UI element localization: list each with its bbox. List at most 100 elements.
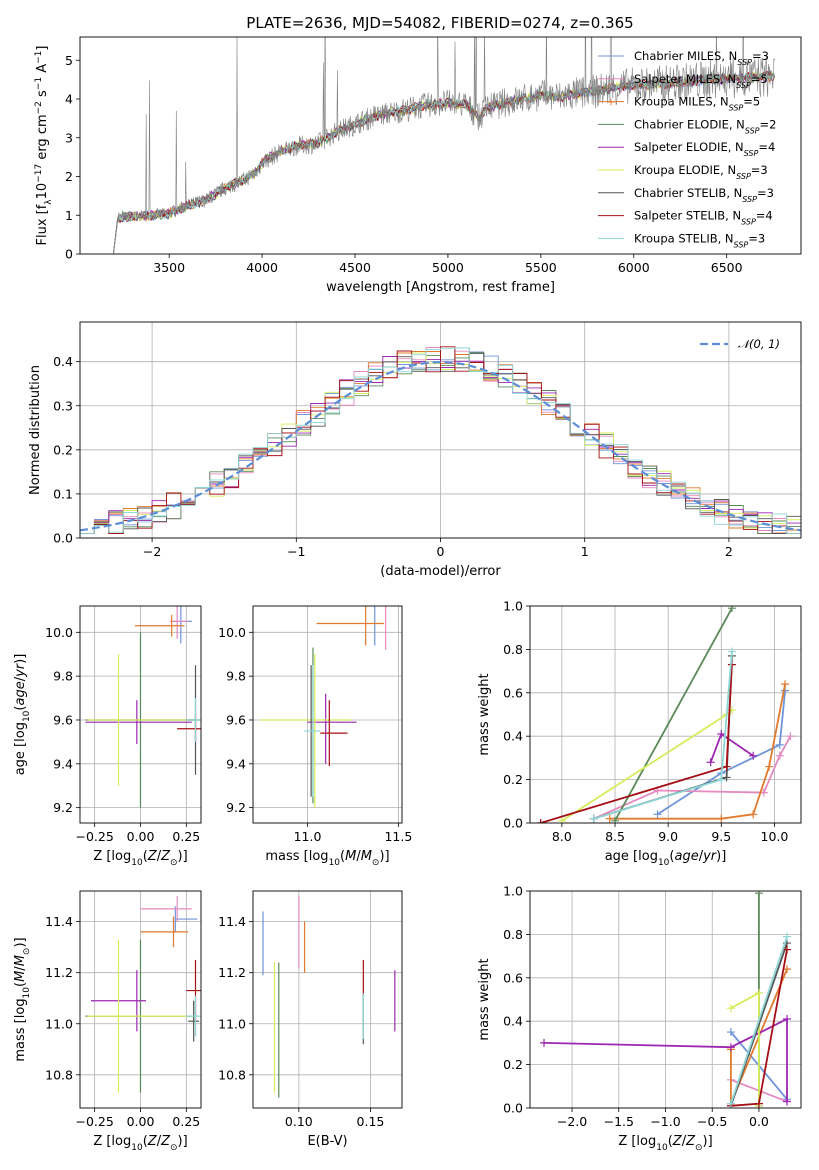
spectrum-frame — [79, 36, 802, 255]
weight-line-chabrier-stelib — [593, 655, 733, 820]
weight-marker — [726, 1004, 735, 1013]
weight-vs-z-ytick-label: 0.6 — [503, 970, 523, 985]
weight-vs-age-ytick-label: 0.6 — [503, 685, 523, 700]
weight-vs-z-plot-area — [530, 891, 801, 1108]
weight-vs-age-ytick-label: 1.0 — [503, 599, 523, 614]
residuals-ytick-label: 0.3 — [53, 398, 73, 413]
weight-marker — [765, 762, 774, 771]
spectrum-xlabel: wavelength [Angstrom, rest frame] — [326, 280, 555, 295]
age-vs-mass-ytick-label: 9.4 — [226, 756, 246, 771]
weight-marker — [557, 816, 566, 823]
spectrum-panel: 3500 4000 4500 5000 5500 6000 6500 0 1 2 3 4 5 wavele… — [34, 36, 802, 295]
spectrum-ytick-label: 3 — [65, 130, 73, 145]
normal-curve-line — [80, 360, 801, 532]
model-spectrum-kroupa-stelib — [112, 72, 775, 254]
age-vs-mass-plot-area — [253, 606, 402, 823]
residuals-ytick-label: 0.0 — [53, 531, 73, 546]
weight-vs-z-xtick-label: −2.0 — [557, 1114, 587, 1129]
weight-vs-age-xtick-label: 9.0 — [658, 829, 678, 844]
mass-vs-z-frame — [79, 890, 202, 1109]
weight-marker — [536, 819, 545, 823]
weight-marker — [782, 932, 791, 941]
histogram-kroupa-stelib — [80, 347, 801, 535]
residuals-xtick-label: −1 — [287, 544, 305, 559]
weight-vs-z-ytick-label: 0.4 — [503, 1014, 523, 1029]
mass-vs-z-xtick-label: 0.00 — [127, 1114, 155, 1129]
spectrum-ytick-label: 5 — [65, 53, 73, 68]
weight-vs-age-xtick-label: 10.0 — [761, 829, 789, 844]
age-vs-z-ytick-label: 9.8 — [53, 669, 73, 684]
weight-marker — [722, 773, 731, 782]
weight-marker — [775, 740, 784, 749]
residuals-xtick-label: −2 — [143, 544, 161, 559]
weight-marker — [540, 1038, 549, 1047]
residuals-plot-area — [80, 322, 801, 538]
weight-line-kroupa-stelib — [730, 936, 788, 1104]
age-vs-mass-xtick-label: 11.0 — [294, 829, 322, 844]
weight-vs-age-xtick-label: 8.0 — [552, 829, 572, 844]
spectrum-xtick-label: 3500 — [153, 260, 185, 275]
mass-vs-z-xtick-label: 0.25 — [172, 1114, 200, 1129]
weight-vs-z-panel: −2.0 −1.5 −1.0 −0.5 0.0 0.0 0.2 0.4 0.6 0.8 1.0 Z [… — [477, 884, 802, 1153]
spectrum-ytick-label: 2 — [65, 169, 73, 184]
residuals-xtick-label: 0 — [437, 544, 445, 559]
weight-marker — [781, 680, 790, 689]
residuals-frame — [79, 321, 802, 539]
legend-label: Kroupa MILES, NSSP=5 — [634, 95, 760, 113]
weight-vs-age-ytick-label: 0.8 — [503, 642, 523, 657]
weight-vs-z-xtick-label: 0.0 — [749, 1114, 769, 1129]
mass-vs-z-plot-area — [80, 891, 201, 1108]
weight-marker — [726, 1028, 735, 1037]
legend-label: Kroupa ELODIE, NSSP=3 — [634, 163, 768, 181]
weight-marker — [727, 647, 736, 656]
mass-vs-ebv-ytick-label: 11.0 — [218, 1016, 246, 1031]
weight-line-chabrier-miles — [657, 690, 786, 816]
weight-vs-z-frame — [529, 890, 802, 1109]
residuals-ytick-label: 0.1 — [53, 486, 73, 501]
weight-marker — [775, 751, 784, 760]
weight-vs-z-ylabel: mass weight — [477, 958, 492, 1040]
age-vs-mass-ytick-label: 9.6 — [226, 712, 246, 727]
weight-vs-z-ytick-label: 0.2 — [503, 1057, 523, 1072]
spectrum-plot-area — [112, 37, 776, 254]
legend-label: Chabrier STELIB, NSSP=3 — [634, 186, 774, 204]
mass-vs-z-panel: −0.25 0.00 0.25 10.8 11.0 11.2 11.4 Z [log10(Z/… — [45, 890, 202, 1153]
weight-marker — [726, 1099, 735, 1108]
mass-vs-ebv-xlabel: E(B-V) — [307, 1134, 347, 1149]
mass-vs-ebv-xtick-label: 0.10 — [285, 1114, 313, 1129]
model-spectrum-kroupa-elodie — [112, 71, 775, 254]
observed-spectrum-line — [113, 37, 776, 254]
weight-marker — [589, 814, 598, 823]
weight-line-kroupa-elodie — [561, 709, 733, 822]
weight-marker — [653, 810, 662, 819]
weight-marker — [749, 810, 758, 819]
weight-marker — [754, 1099, 763, 1108]
weight-marker — [754, 891, 763, 898]
figure-title: PLATE=2636, MJD=54082, FIBERID=0274, z=0… — [246, 14, 633, 32]
weight-marker — [782, 1097, 791, 1106]
legend-label: Kroupa STELIB, NSSP=3 — [634, 231, 765, 249]
mass-vs-ebv-xtick-label: 0.15 — [357, 1114, 385, 1129]
weight-line-kroupa-miles — [609, 683, 786, 820]
age-vs-mass-frame — [252, 605, 403, 824]
spectrum-xtick-label: 4000 — [246, 260, 278, 275]
spectrum-ytick-label: 1 — [65, 208, 73, 223]
legend-label: Chabrier MILES, NSSP=3 — [634, 49, 769, 67]
mass-vs-z-ytick-label: 11.2 — [45, 965, 73, 980]
weight-marker — [782, 945, 791, 954]
weight-marker — [706, 758, 715, 767]
residuals-xlabel: (data-model)/error — [380, 564, 501, 579]
age-vs-z-xtick-label: −0.25 — [76, 829, 114, 844]
residuals-ytick-label: 0.2 — [53, 442, 73, 457]
weight-vs-age-plot-area — [530, 606, 801, 823]
spectrum-xtick-label: 6000 — [618, 260, 650, 275]
normal-legend-label: 𝒩(0, 1) — [738, 337, 780, 351]
residuals-ytick-label: 0.4 — [53, 354, 73, 369]
residuals-xtick-label: 1 — [581, 544, 589, 559]
spectrum-ytick-label: 4 — [65, 92, 73, 107]
weight-line-chabrier-stelib — [730, 942, 788, 1107]
weight-vs-z-xtick-label: −1.0 — [650, 1114, 680, 1129]
weight-marker — [611, 816, 620, 823]
age-vs-z-frame — [79, 605, 202, 824]
